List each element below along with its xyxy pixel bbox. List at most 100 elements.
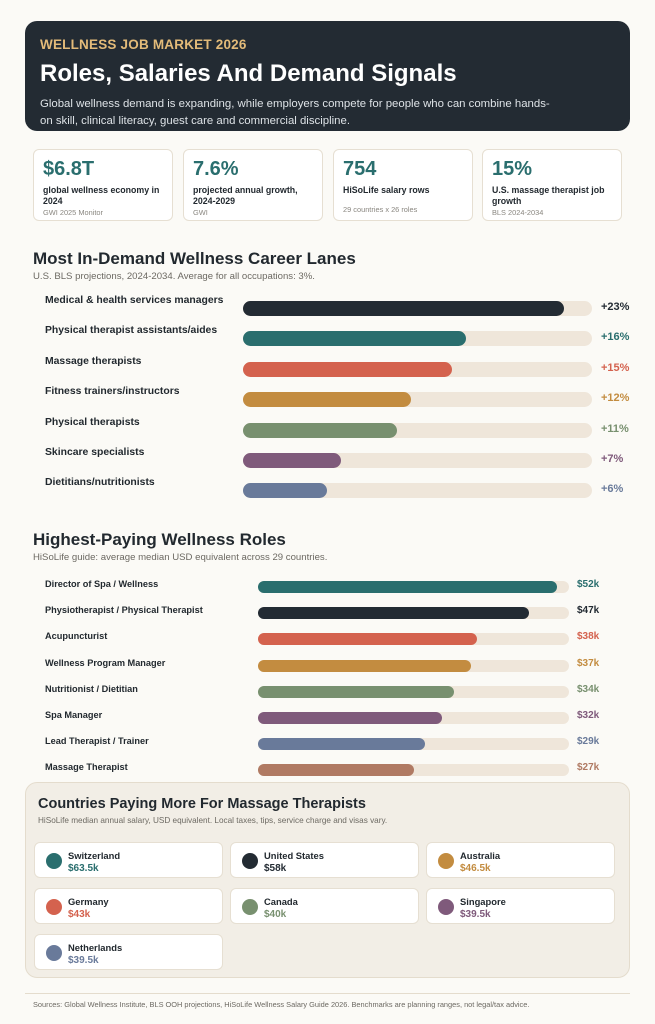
bar-row: Massage therapists +15% xyxy=(45,355,635,377)
bar-track xyxy=(258,764,569,777)
bar-row: Spa Manager $32k xyxy=(45,708,635,726)
bar xyxy=(258,764,414,777)
country-salary: $46.5k xyxy=(460,863,491,874)
bar-row: Wellness Program Manager $37k xyxy=(45,656,635,674)
bar-label: Fitness trainers/instructors xyxy=(45,386,180,398)
country-name: Canada xyxy=(264,896,298,907)
bar-label: Skincare specialists xyxy=(45,447,145,458)
bar-value-label: +12% xyxy=(601,392,630,405)
stat-value: 7.6% xyxy=(193,158,239,180)
country-name: Germany xyxy=(68,896,109,907)
bar-track xyxy=(243,483,592,499)
bar-label: Massage therapists xyxy=(45,355,142,367)
bar xyxy=(258,633,477,646)
bar-label: Nutritionist / Dietitian xyxy=(45,683,138,694)
country-card: Australia $46.5k xyxy=(426,842,615,878)
bar-track xyxy=(258,607,569,620)
bar-value-label: $27k xyxy=(577,762,600,774)
bar-label: Wellness Program Manager xyxy=(45,657,166,668)
bar-row: Dietitians/nutritionists +6% xyxy=(45,476,635,499)
pay-subtitle: HiSoLife guide: average median USD equiv… xyxy=(33,552,328,563)
country-card: Canada $40k xyxy=(230,888,419,924)
bar-row: Nutritionist / Dietitian $34k xyxy=(45,682,635,700)
stat-label: projected annual growth, 2024-2029 xyxy=(193,185,298,206)
page-title: Roles, Salaries And Demand Signals xyxy=(40,60,457,87)
bar-value-label: +7% xyxy=(601,453,624,465)
bar-track xyxy=(258,633,569,646)
bar-value-label: $34k xyxy=(577,683,600,695)
bar-label: Physiotherapist / Physical Therapist xyxy=(45,605,203,616)
stat-card: 754 HiSoLife salary rows 29 countries x … xyxy=(333,149,473,221)
bar xyxy=(258,685,454,698)
country-name: United States xyxy=(264,850,324,861)
bar-label: Director of Spa / Wellness xyxy=(45,579,159,589)
stat-label: global wellness economy in 2024 xyxy=(43,185,160,206)
bar-label: Dietitians/nutritionists xyxy=(45,477,155,489)
hero-eyebrow: WELLNESS JOB MARKET 2026 xyxy=(40,37,247,52)
country-card: United States $58k xyxy=(230,842,419,878)
footer-divider xyxy=(25,993,630,994)
countries-subtitle: HiSoLife median annual salary, USD equiv… xyxy=(38,816,388,825)
bar-value-label: +15% xyxy=(601,361,630,374)
pay-title: Highest-Paying Wellness Roles xyxy=(33,530,286,549)
stat-card: $6.8T global wellness economy in 2024 GW… xyxy=(33,149,173,221)
bar-row: Medical & health services managers +23% xyxy=(45,294,635,316)
stat-source: BLS 2024-2034 xyxy=(492,208,544,217)
bar-track xyxy=(258,685,569,698)
bar-value-label: +11% xyxy=(601,422,629,435)
bar-track xyxy=(243,392,592,408)
country-salary: $39.5k xyxy=(68,955,99,966)
bar xyxy=(243,331,467,347)
bar-value-label: +23% xyxy=(601,301,630,313)
bar xyxy=(258,712,443,724)
country-salary: $63.5k xyxy=(68,863,99,874)
countries-panel: Countries Paying More For Massage Therap… xyxy=(25,782,630,978)
bar-label: Acupuncturist xyxy=(45,631,108,642)
bar-row: Lead Therapist / Trainer $29k xyxy=(45,734,635,752)
bar-row: Acupuncturist $38k xyxy=(45,629,635,647)
bar xyxy=(243,483,327,499)
stat-value: 15% xyxy=(492,158,533,180)
stat-card: 15% U.S. massage therapist job growth BL… xyxy=(482,149,622,221)
bar-track xyxy=(243,301,592,316)
country-name: Singapore xyxy=(460,896,506,907)
country-name: Australia xyxy=(460,850,501,861)
bar xyxy=(258,581,558,593)
bar-label: Physical therapist assistants/aides xyxy=(45,325,218,337)
bar-label: Massage Therapist xyxy=(45,762,128,773)
country-card: Switzerland $63.5k xyxy=(34,842,223,878)
bar-value-label: +16% xyxy=(601,331,630,344)
country-salary: $40k xyxy=(264,909,287,920)
bar-track xyxy=(258,712,569,724)
bar xyxy=(243,361,453,377)
bar-track xyxy=(258,738,569,751)
stat-label: HiSoLife salary rows xyxy=(343,185,430,195)
country-name: Netherlands xyxy=(68,942,123,953)
bar-row: Director of Spa / Wellness $52k xyxy=(45,577,635,595)
bar-track xyxy=(243,361,592,377)
country-salary: $39.5k xyxy=(460,909,491,920)
bar-row: Fitness trainers/instructors +12% xyxy=(45,385,635,408)
stat-card: 7.6% projected annual growth, 2024-2029 … xyxy=(183,149,323,221)
country-color-dot xyxy=(46,899,62,915)
country-salary: $58k xyxy=(264,863,287,874)
bar-value-label: $47k xyxy=(577,605,600,617)
bar-label: Lead Therapist / Trainer xyxy=(45,736,149,747)
bar-track xyxy=(258,659,569,672)
stat-source: GWI 2025 Monitor xyxy=(43,208,103,217)
bar-row: Massage Therapist $27k xyxy=(45,760,635,778)
country-color-dot xyxy=(438,853,454,869)
country-color-dot xyxy=(438,899,454,915)
stats-row: $6.8T global wellness economy in 2024 GW… xyxy=(33,149,623,221)
country-salary: $43k xyxy=(68,909,91,920)
footer-sources: Sources: Global Wellness Institute, BLS … xyxy=(33,1000,530,1009)
bar-track xyxy=(243,331,592,347)
bar-row: Physical therapists +11% xyxy=(45,416,635,438)
country-name: Switzerland xyxy=(68,850,121,861)
bar-value-label: $38k xyxy=(577,631,600,643)
bar xyxy=(243,301,565,316)
country-color-dot xyxy=(46,853,62,869)
bar-row: Skincare specialists +7% xyxy=(45,446,635,468)
stat-source: GWI xyxy=(193,208,208,217)
bar xyxy=(243,392,411,408)
